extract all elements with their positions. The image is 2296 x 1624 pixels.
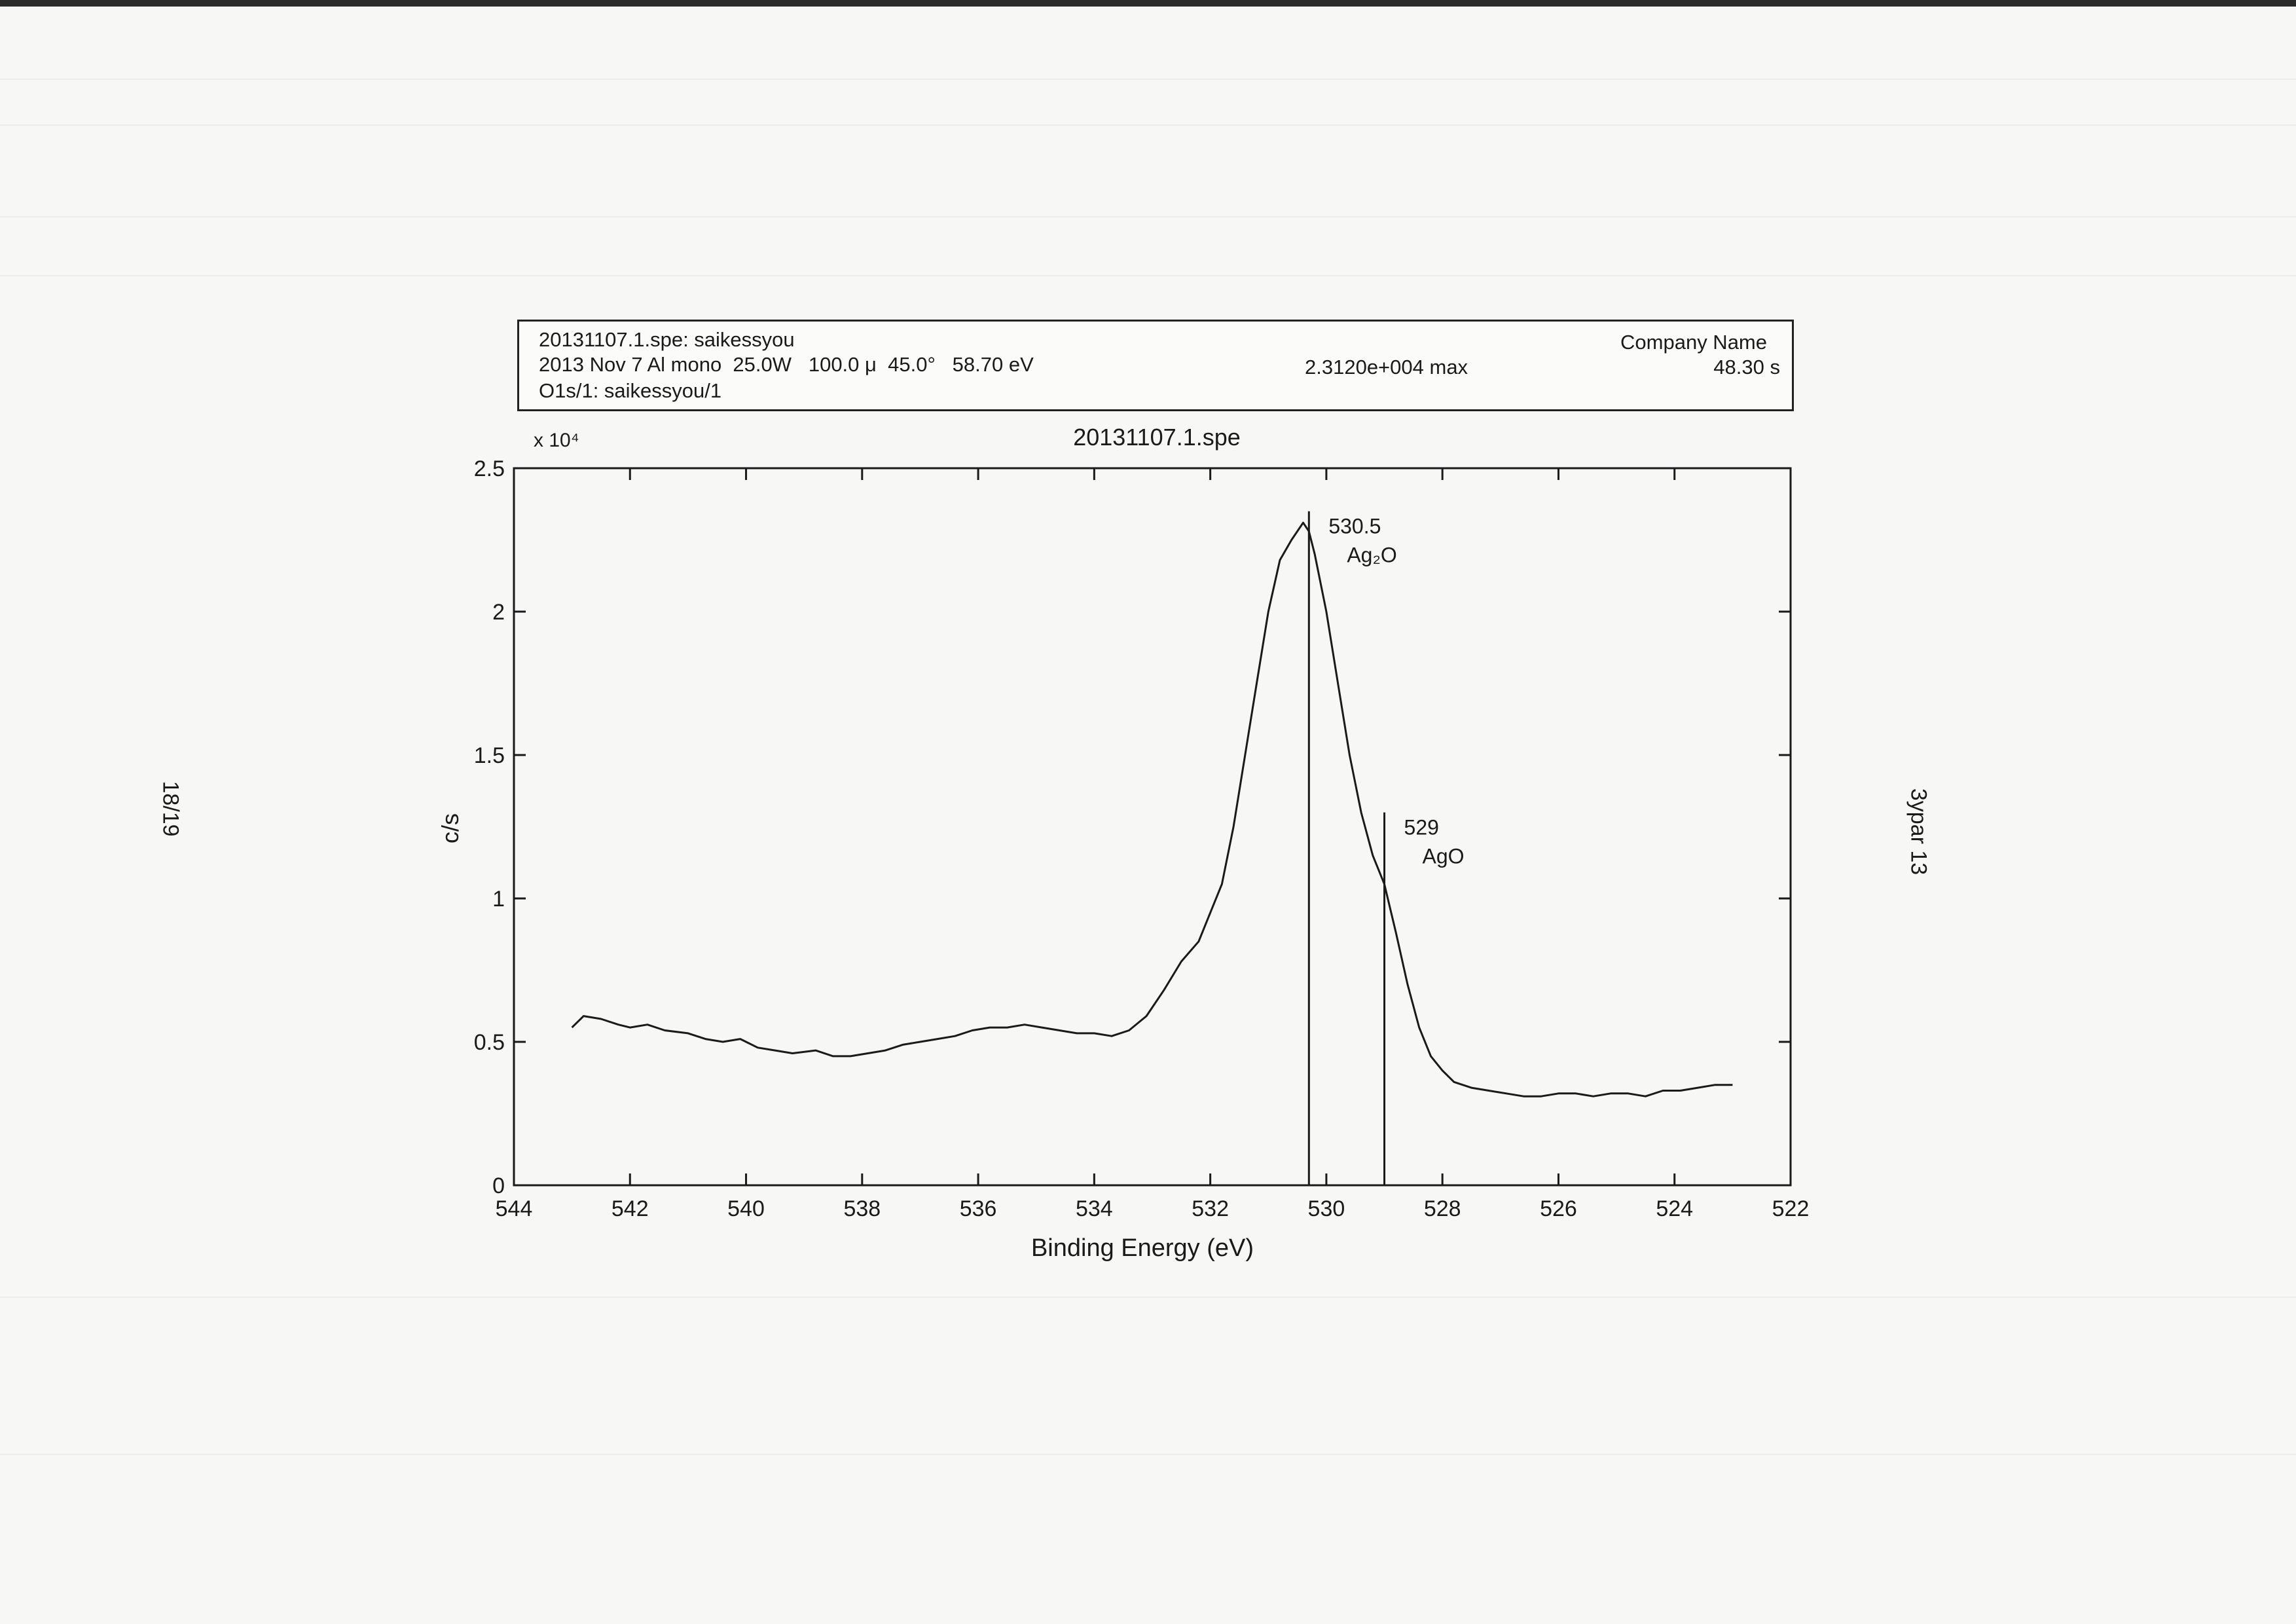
scan-artifact-line — [0, 1297, 2296, 1298]
scan-artifact-line — [0, 216, 2296, 217]
y-tick-label: 1 — [492, 887, 505, 912]
axis-ticks: 544 542 540 538 536 534 532 530 528 526 524 522 0 0.5… — [474, 456, 1810, 1221]
y-tick-label: 2 — [492, 600, 505, 625]
x-tick-label: 542 — [611, 1196, 649, 1221]
y-tick-label: 1.5 — [474, 743, 505, 768]
y-tick-label: 0.5 — [474, 1030, 505, 1055]
peak-marker-species-label: Ag₂O — [1347, 544, 1396, 567]
spectrum-line — [571, 521, 1733, 1098]
x-tick-label: 538 — [843, 1196, 881, 1221]
peak-markers: 530.5 Ag₂O 529 AgO — [1307, 511, 1465, 1185]
scan-artifact-line — [0, 275, 2296, 276]
y-axis-multiplier: x 10⁴ — [534, 430, 579, 451]
header-file-line: 20131107.1.spe: saikessyou — [539, 328, 795, 351]
scan-artifact-line — [0, 124, 2296, 126]
x-tick-label: 522 — [1772, 1196, 1810, 1221]
header-region-line: O1s/1: saikessyou/1 — [539, 379, 722, 402]
x-tick-label: 530 — [1308, 1196, 1345, 1221]
peak-marker-value-label: 530.5 — [1328, 515, 1381, 538]
x-tick-label: 528 — [1424, 1196, 1461, 1221]
spectrum-header-box: 20131107.1.spe: saikessyou 2013 Nov 7 Al… — [517, 320, 1794, 411]
scan-artifact-line — [0, 1454, 2296, 1455]
x-axis-label: Binding Energy (eV) — [1031, 1234, 1254, 1262]
header-acquisition-time: 48.30 s — [1713, 356, 1780, 378]
peak-marker-species-label: AgO — [1423, 845, 1465, 868]
header-acquisition-line: 2013 Nov 7 Al mono 25.0W 100.0 μ 45.0° 5… — [539, 353, 1034, 376]
scan-top-border — [0, 0, 2296, 7]
plot-frame — [513, 467, 1792, 1187]
y-tick-label: 2.5 — [474, 456, 505, 481]
peak-marker-value-label: 529 — [1404, 816, 1439, 840]
x-tick-label: 524 — [1656, 1196, 1693, 1221]
x-tick-label: 532 — [1192, 1196, 1229, 1221]
x-tick-label: 526 — [1540, 1196, 1577, 1221]
chart-title: 20131107.1.spe — [1073, 424, 1241, 451]
y-axis-label: c/s — [437, 813, 464, 843]
header-max-counts: 2.3120e+004 max — [1305, 356, 1468, 378]
x-tick-label: 536 — [960, 1196, 997, 1221]
x-tick-label: 534 — [1076, 1196, 1113, 1221]
header-company-name: Company Name — [1620, 331, 1767, 354]
x-tick-label: 540 — [727, 1196, 765, 1221]
scan-artifact-line — [0, 79, 2296, 80]
x-tick-label: 544 — [496, 1196, 533, 1221]
y-tick-label: 0 — [492, 1173, 505, 1198]
